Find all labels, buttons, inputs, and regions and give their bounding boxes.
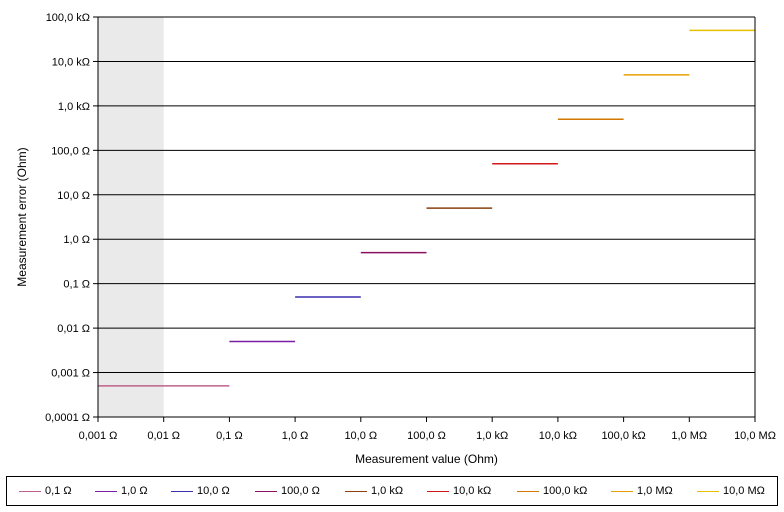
y-tick-label-4: 1,0 Ω: [63, 234, 90, 246]
y-tick-label-8: 10,0 kΩ: [52, 56, 90, 68]
y-tick-label-1: 0,001 Ω: [51, 368, 90, 380]
x-tick-label-6: 1,0 kΩ: [476, 430, 508, 442]
y-tick-label-7: 1,0 kΩ: [58, 101, 90, 113]
legend-swatch: [95, 490, 117, 492]
x-tick-label-0: 0,001 Ω: [79, 430, 118, 442]
legend-label: 100,0 Ω: [281, 485, 320, 497]
legend-item-7: 1,0 MΩ: [611, 477, 673, 505]
tick-labels: 0,001 Ω 0,01 Ω 0,1 Ω 1,0 Ω 10,0 Ω 100,0 Ω 1,0 …: [45, 12, 776, 442]
x-tick-label-10: 10,0 MΩ: [734, 430, 776, 442]
legend-swatch: [517, 490, 539, 492]
x-tick-label-4: 10,0 Ω: [344, 430, 377, 442]
y-tick-label-9: 100,0 kΩ: [46, 12, 90, 24]
legend-item-1: 1,0 Ω: [95, 477, 148, 505]
y-tick-label-3: 0,1 Ω: [63, 279, 90, 291]
legend-swatch: [427, 490, 449, 492]
legend-label: 1,0 MΩ: [637, 485, 673, 497]
legend-item-6: 100,0 kΩ: [517, 477, 587, 505]
legend-item-8: 10,0 MΩ: [697, 477, 765, 505]
legend-item-5: 10,0 kΩ: [427, 477, 491, 505]
x-tick-label-9: 1,0 MΩ: [671, 430, 707, 442]
y-axis-title: Measurement error (Ohm): [15, 147, 29, 286]
legend-item-4: 1,0 kΩ: [345, 477, 403, 505]
legend: 0,1 Ω 1,0 Ω 10,0 Ω 100,0 Ω 1,0 kΩ 10,0 kΩ 100,…: [6, 476, 778, 506]
x-tick-label-1: 0,01 Ω: [147, 430, 180, 442]
grid-layer: [98, 16, 755, 418]
x-tick-label-5: 100,0 Ω: [407, 430, 446, 442]
legend-item-3: 100,0 Ω: [255, 477, 320, 505]
y-tick-label-5: 10,0 Ω: [57, 190, 90, 202]
legend-item-2: 10,0 Ω: [171, 477, 230, 505]
x-axis-title: Measurement value (Ohm): [355, 452, 498, 466]
legend-label: 10,0 Ω: [197, 485, 230, 497]
legend-swatch: [171, 490, 193, 492]
x-tick-label-3: 1,0 Ω: [282, 430, 309, 442]
y-tick-label-2: 0,01 Ω: [57, 323, 90, 335]
x-tick-label-7: 10,0 kΩ: [539, 430, 577, 442]
legend-label: 10,0 MΩ: [723, 485, 765, 497]
legend-item-0: 0,1 Ω: [19, 477, 72, 505]
legend-swatch: [255, 490, 277, 492]
x-tick-label-2: 0,1 Ω: [216, 430, 243, 442]
legend-label: 0,1 Ω: [45, 485, 72, 497]
legend-swatch: [611, 490, 633, 492]
x-tick-label-8: 100,0 kΩ: [601, 430, 645, 442]
series-layer: [98, 29, 755, 387]
legend-label: 1,0 kΩ: [371, 485, 404, 497]
y-tick-label-6: 100,0 Ω: [51, 145, 90, 157]
plot-svg: 0,001 Ω 0,01 Ω 0,1 Ω 1,0 Ω 10,0 Ω 100,0 Ω 1,0 …: [15, 12, 776, 466]
legend-label: 1,0 Ω: [121, 485, 148, 497]
y-tick-label-0: 0,0001 Ω: [45, 412, 90, 424]
legend-label: 10,0 kΩ: [453, 485, 492, 497]
shaded-region: [98, 17, 164, 417]
axis-layer: [93, 16, 756, 422]
legend-swatch: [345, 490, 367, 492]
legend-swatch: [697, 490, 719, 492]
legend-label: 100,0 kΩ: [543, 485, 588, 497]
legend-swatch: [19, 490, 41, 492]
